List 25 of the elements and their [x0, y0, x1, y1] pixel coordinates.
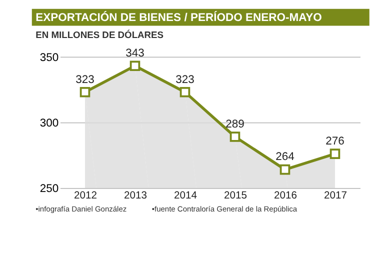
x-tick-label: 2015	[224, 190, 248, 202]
data-label: 289	[226, 118, 244, 130]
chart-subtitle: EN MILLONES DE DÓLARES	[36, 28, 164, 40]
text: •infografía Daniel González	[36, 204, 127, 214]
chart-title: EXPORTACIÓN DE BIENES / PERÍODO ENERO-MAYO	[36, 11, 322, 24]
y-tick-label: 300	[40, 118, 59, 130]
y-tick-label: 250	[40, 183, 59, 196]
point	[180, 86, 190, 98]
x-tick-label: 2012	[74, 190, 98, 202]
point	[280, 164, 290, 175]
data-label: 264	[276, 151, 294, 164]
data-label: 343	[126, 48, 144, 60]
x-tick-label: 2016	[274, 190, 298, 202]
point	[80, 86, 90, 98]
x-tick-label: 2013	[124, 190, 148, 202]
point	[330, 148, 340, 159]
y-tick-label: 350	[40, 52, 59, 64]
data-label: 323	[76, 74, 94, 86]
data-label: 323	[176, 74, 194, 86]
text: •fuente Contraloría General de la República	[152, 204, 298, 214]
x-tick-label: 2014	[174, 190, 198, 202]
data-label: 276	[326, 135, 344, 148]
point	[230, 132, 240, 142]
x-tick-label: 2017	[324, 190, 348, 202]
point	[130, 60, 140, 72]
